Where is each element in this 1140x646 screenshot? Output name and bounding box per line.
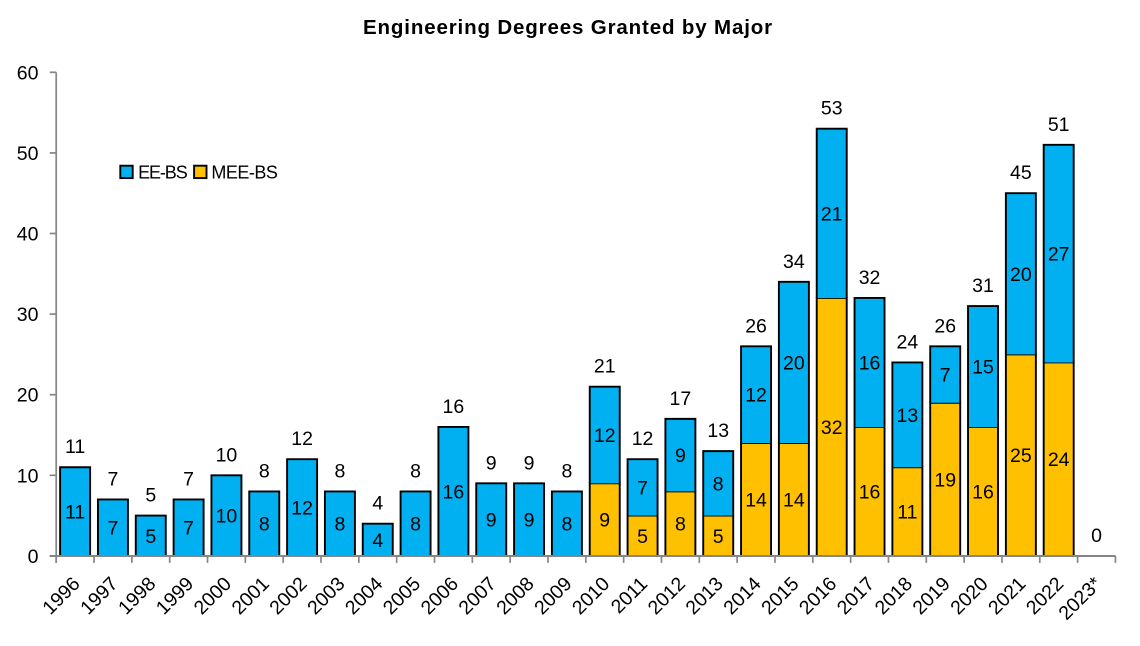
svg-text:27: 27 [1048,244,1070,266]
svg-text:17: 17 [670,388,692,410]
svg-text:53: 53 [821,98,843,120]
svg-text:11: 11 [897,502,917,524]
svg-text:12: 12 [632,428,654,450]
svg-text:9: 9 [675,445,686,467]
svg-text:45: 45 [1010,162,1032,184]
svg-text:7: 7 [108,468,119,490]
svg-text:21: 21 [594,356,616,378]
svg-text:8: 8 [713,473,724,495]
svg-text:8: 8 [334,514,345,536]
svg-text:26: 26 [934,315,956,337]
svg-text:14: 14 [745,489,767,511]
svg-text:8: 8 [561,460,572,482]
svg-text:30: 30 [17,304,39,326]
svg-text:EE-BS: EE-BS [138,162,188,182]
svg-text:32: 32 [859,267,881,289]
svg-text:16: 16 [443,396,465,418]
svg-text:10: 10 [216,506,238,528]
svg-text:60: 60 [17,62,39,84]
svg-text:14: 14 [783,489,805,511]
svg-text:4: 4 [372,493,383,515]
svg-text:8: 8 [675,514,686,536]
svg-text:9: 9 [524,510,535,532]
svg-text:8: 8 [259,514,270,536]
svg-text:8: 8 [561,514,572,536]
svg-text:24: 24 [1048,449,1070,471]
svg-text:16: 16 [443,481,465,503]
svg-text:5: 5 [713,526,724,548]
svg-text:51: 51 [1048,114,1070,136]
svg-text:9: 9 [486,510,497,532]
svg-text:12: 12 [291,428,313,450]
svg-text:20: 20 [1010,264,1032,286]
svg-text:31: 31 [972,275,994,297]
svg-text:32: 32 [821,417,843,439]
svg-text:15: 15 [972,356,994,378]
svg-text:10: 10 [216,444,238,466]
svg-text:26: 26 [745,315,767,337]
svg-text:12: 12 [745,385,767,407]
svg-text:25: 25 [1010,445,1032,467]
svg-text:7: 7 [183,468,194,490]
svg-text:12: 12 [594,425,616,447]
svg-text:7: 7 [108,518,119,540]
svg-text:MEE-BS: MEE-BS [211,162,278,182]
svg-text:7: 7 [940,365,951,387]
svg-text:10: 10 [17,465,39,487]
svg-text:5: 5 [145,526,156,548]
svg-text:0: 0 [28,546,39,568]
svg-text:Engineering Degrees Granted by: Engineering Degrees Granted by Major [363,16,773,39]
svg-text:4: 4 [372,530,383,552]
svg-text:8: 8 [410,460,421,482]
svg-text:20: 20 [17,385,39,407]
svg-text:9: 9 [599,510,610,532]
svg-text:19: 19 [934,469,956,491]
svg-text:9: 9 [486,452,497,474]
svg-text:11: 11 [65,436,85,458]
svg-text:20: 20 [783,352,805,374]
svg-text:0: 0 [1091,525,1102,547]
svg-text:13: 13 [897,405,919,427]
svg-text:40: 40 [17,224,39,246]
svg-text:8: 8 [410,514,421,536]
svg-text:50: 50 [17,143,39,165]
svg-text:21: 21 [821,203,843,225]
svg-text:16: 16 [859,352,881,374]
svg-text:16: 16 [859,481,881,503]
svg-text:7: 7 [183,518,194,540]
svg-text:7: 7 [637,477,648,499]
svg-text:24: 24 [897,331,919,353]
svg-text:11: 11 [65,502,85,524]
svg-text:8: 8 [334,460,345,482]
svg-text:13: 13 [707,420,729,442]
svg-text:12: 12 [291,498,313,520]
svg-text:8: 8 [259,460,270,482]
svg-text:9: 9 [524,452,535,474]
svg-text:5: 5 [145,485,156,507]
svg-text:34: 34 [783,251,805,273]
svg-text:16: 16 [972,481,994,503]
svg-text:5: 5 [637,526,648,548]
